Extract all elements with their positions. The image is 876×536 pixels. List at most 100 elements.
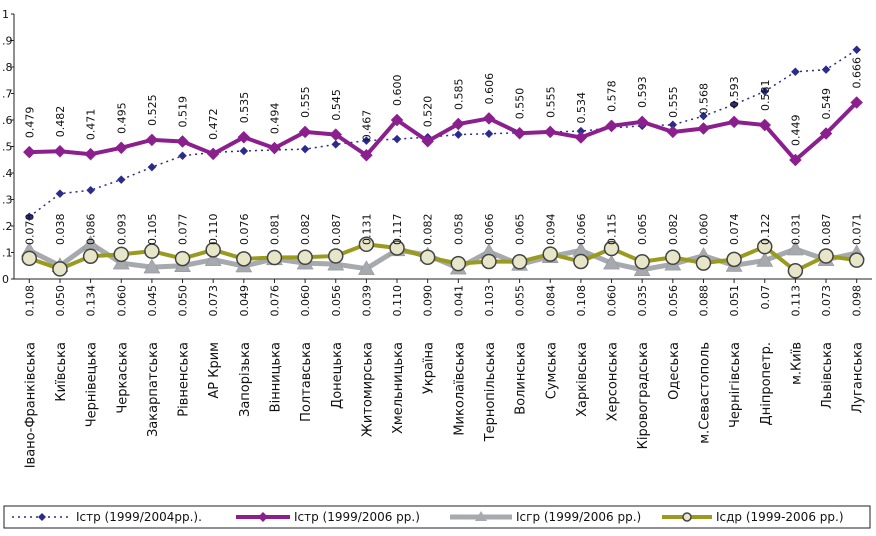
- x-tick-label: м.Севастополь: [697, 342, 712, 444]
- circle-marker: [21, 250, 38, 267]
- diamond-marker: [145, 133, 159, 147]
- data-label: 0.093: [115, 214, 128, 246]
- x-tick-label: Запорізька: [238, 342, 253, 417]
- x-tick-label: Львівська: [820, 342, 835, 409]
- data-label: 0.534: [575, 92, 588, 124]
- data-label: 0.071: [851, 214, 864, 246]
- diamond-marker: [300, 144, 310, 154]
- data-label: 0.051: [728, 285, 741, 317]
- x-tick-label: Дніпропетр.: [759, 342, 774, 425]
- circle-marker: [236, 251, 252, 267]
- x-tick-label: Луганська: [851, 342, 866, 413]
- y-tick-label: .5: [2, 141, 13, 154]
- x-tick-label: Чернівецька: [85, 342, 100, 427]
- data-label: 0.494: [268, 103, 281, 135]
- circle-marker: [389, 240, 405, 256]
- data-label: 0.467: [360, 110, 373, 142]
- diamond-marker: [329, 128, 343, 141]
- data-label: 0.094: [544, 214, 557, 246]
- diamond-marker: [237, 130, 251, 144]
- diamond-marker: [22, 145, 36, 159]
- data-label: 0.666: [851, 57, 864, 89]
- diamond-marker: [789, 153, 802, 167]
- data-label: 0.060: [299, 285, 312, 317]
- circle-marker: [450, 255, 467, 272]
- data-label: 0.074: [728, 214, 741, 246]
- circle-marker: [634, 254, 650, 270]
- legend-label: Iсгр (1999/2006 рр.): [516, 510, 641, 524]
- diamond-marker: [239, 146, 249, 156]
- diamond-marker: [390, 113, 404, 127]
- diamond-marker: [760, 87, 770, 96]
- circle-marker: [603, 240, 620, 257]
- diamond-marker: [666, 125, 680, 139]
- x-tick-label: Кіровоградська: [636, 342, 651, 449]
- data-label: 0.031: [789, 214, 802, 246]
- circle-marker: [113, 246, 129, 263]
- diamond-marker: [360, 148, 373, 162]
- diamond-marker: [176, 135, 189, 148]
- diamond-marker: [84, 147, 97, 161]
- circle-marker: [205, 242, 221, 258]
- data-label: 0.039: [360, 285, 373, 317]
- x-tick-label: Вінницька: [268, 342, 283, 412]
- circle-marker: [726, 251, 742, 268]
- data-label: 0.078: [23, 214, 36, 246]
- data-label: 0.593: [636, 76, 649, 108]
- diamond-marker: [729, 100, 739, 109]
- triangle-marker: [603, 254, 620, 270]
- data-label: 0.113: [789, 285, 802, 317]
- diamond-marker: [55, 189, 65, 199]
- diamond-marker: [116, 175, 126, 184]
- circle-marker: [419, 249, 436, 266]
- circle-marker: [174, 250, 191, 267]
- diamond-marker: [635, 115, 649, 129]
- data-label: 0.076: [268, 285, 281, 317]
- diamond-marker: [453, 130, 463, 139]
- diamond-marker: [699, 111, 708, 121]
- legend: Iстр (1999/2004рр.). Iстр (1999/2006 рр.)…: [3, 505, 871, 529]
- diamond-marker: [513, 126, 526, 140]
- data-label: 0.082: [299, 214, 312, 246]
- data-label: 0.084: [544, 285, 557, 317]
- data-label: 0.122: [759, 214, 772, 246]
- diamond-marker: [574, 131, 588, 144]
- data-label: 0.110: [207, 214, 220, 246]
- diamond-marker: [697, 122, 710, 135]
- diamond-marker: [298, 125, 312, 139]
- triangle-marker: [143, 258, 161, 274]
- x-tick-label: Полтавська: [299, 342, 314, 422]
- circle-marker: [695, 255, 712, 271]
- series-line: [29, 101, 859, 163]
- data-label: 0.060: [115, 285, 128, 317]
- x-tick-label: Чернігівська: [728, 342, 743, 428]
- data-label: 0.060: [697, 214, 710, 246]
- data-label: 0.519: [177, 96, 190, 128]
- diamond-marker: [362, 136, 371, 146]
- x-tick-label: Херсонська: [606, 342, 621, 421]
- diamond-marker: [331, 140, 341, 149]
- diamond-marker: [268, 141, 281, 155]
- data-label: 0.495: [115, 102, 128, 134]
- data-label: 0.134: [85, 285, 98, 317]
- diamond-marker: [543, 125, 557, 139]
- data-label: 0.066: [483, 214, 496, 246]
- x-tick-label: Сумська: [544, 342, 559, 399]
- diamond-marker: [421, 134, 435, 148]
- circle-marker: [144, 243, 160, 259]
- triangle-marker: [357, 260, 375, 275]
- diamond-marker: [850, 96, 864, 109]
- circle-marker: [481, 253, 497, 270]
- data-label: 0.108: [23, 285, 36, 317]
- data-label: 0.103: [483, 285, 496, 317]
- legend-label: Iсдр (1999-2006 рр.): [716, 510, 844, 524]
- x-tick-label: Івано-Франківська: [23, 342, 38, 468]
- legend-box: [3, 505, 871, 529]
- axes: 0 .1 .2 .3 .4 .5 .6 .7 .8 .9 1 Івано-Франківська Киї…: [2, 8, 872, 468]
- y-tick-label: .8: [2, 61, 13, 74]
- data-label: 0.056: [330, 285, 343, 317]
- x-tick-label: Черкаська: [115, 342, 130, 414]
- legend-marker: [258, 512, 268, 522]
- data-label: 0.081: [268, 214, 281, 246]
